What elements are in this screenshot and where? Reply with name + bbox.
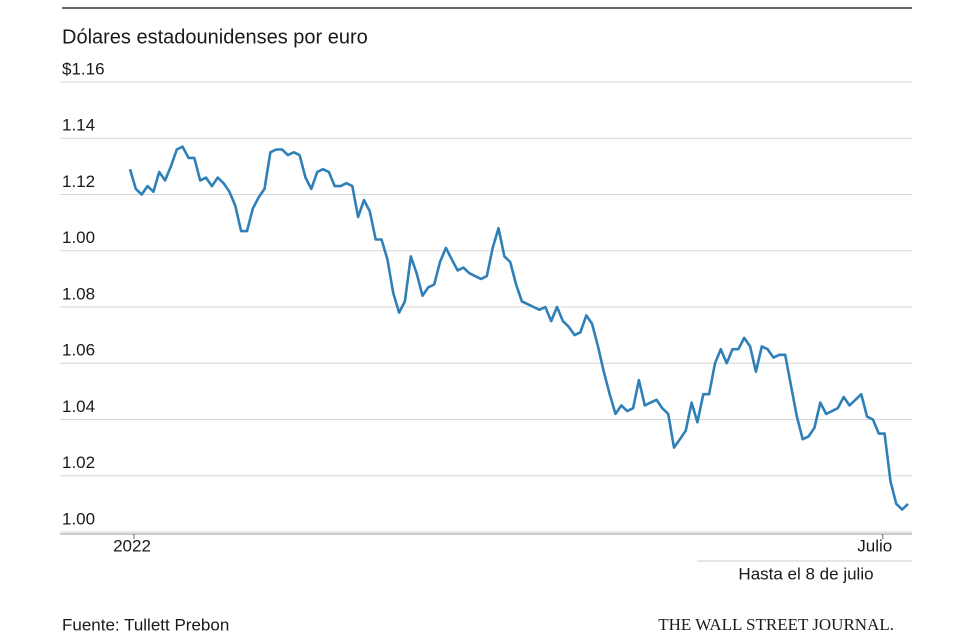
y-tick-label: $1.16 (62, 59, 105, 78)
credit: THE WALL STREET JOURNAL. (658, 615, 894, 634)
y-tick-label: 1.06 (62, 341, 95, 360)
source: Fuente: Tullett Prebon (62, 615, 229, 634)
y-tick-label: 1.12 (62, 172, 95, 191)
note: Hasta el 8 de julio (738, 564, 873, 583)
x-tick-label: Julio (857, 536, 892, 555)
y-tick-label: 1.00 (62, 509, 95, 528)
y-tick-label: 1.02 (62, 453, 95, 472)
y-tick-label: 1.14 (62, 116, 95, 135)
y-tick-label: 1.04 (62, 397, 95, 416)
y-tick-label: 1.00 (62, 228, 95, 247)
data-line (128, 145, 909, 511)
y-tick-label: 1.08 (62, 284, 95, 303)
chart-title: Dólares estadounidenses por euro (62, 26, 368, 48)
x-tick-label: 2022 (113, 536, 151, 555)
